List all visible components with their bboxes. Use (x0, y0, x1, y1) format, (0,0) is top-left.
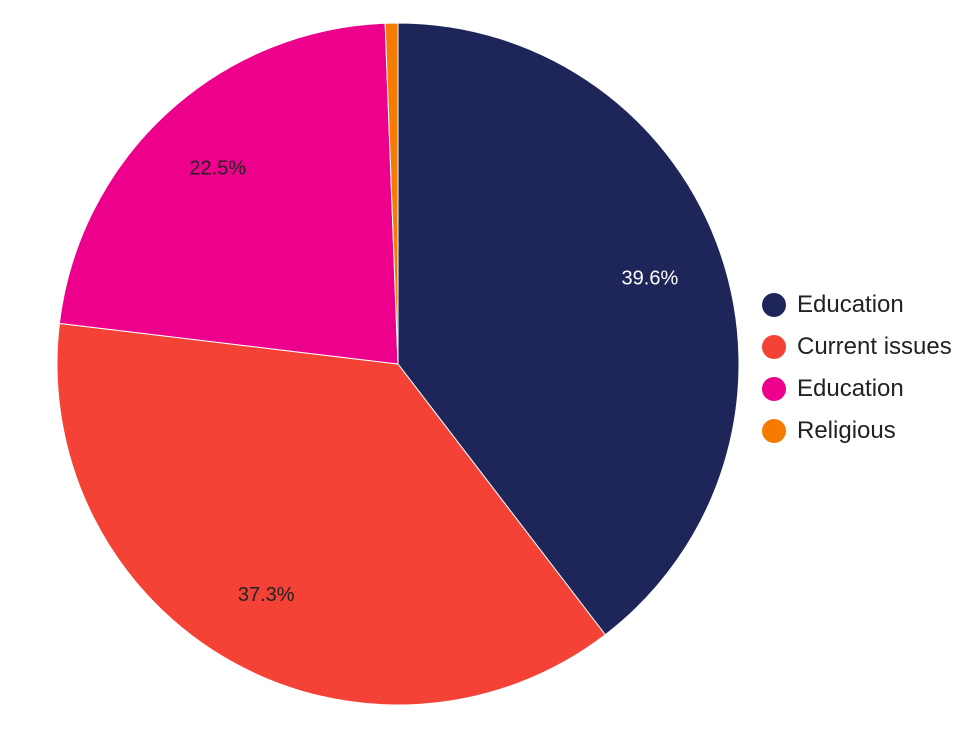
legend-swatch (762, 377, 786, 401)
legend-label: Education (797, 375, 904, 402)
legend-swatch (762, 419, 786, 443)
legend-swatch (762, 335, 786, 359)
legend-item: Education (762, 284, 952, 326)
legend-item: Education (762, 368, 952, 410)
slice-data-label: 39.6% (622, 268, 679, 290)
legend-item: Current issues (762, 326, 952, 368)
chart-legend: Education Current issues Education Religiou… (762, 284, 952, 452)
pie-chart-plot: 39.6% 37.3% 22.5% (56, 22, 740, 706)
legend-item: Religious (762, 410, 952, 452)
legend-label: Current issues (797, 333, 952, 360)
pie-slice-4 (384, 22, 399, 365)
slice-data-label: 37.3% (238, 584, 295, 606)
pie-slice-3 (58, 22, 399, 365)
legend-swatch (762, 293, 786, 317)
pie-slice-1 (397, 22, 740, 636)
legend-label: Education (797, 291, 904, 318)
legend-label: Religious (797, 417, 896, 444)
pie-slice-2 (56, 322, 607, 706)
slice-data-label: 22.5% (189, 157, 246, 179)
